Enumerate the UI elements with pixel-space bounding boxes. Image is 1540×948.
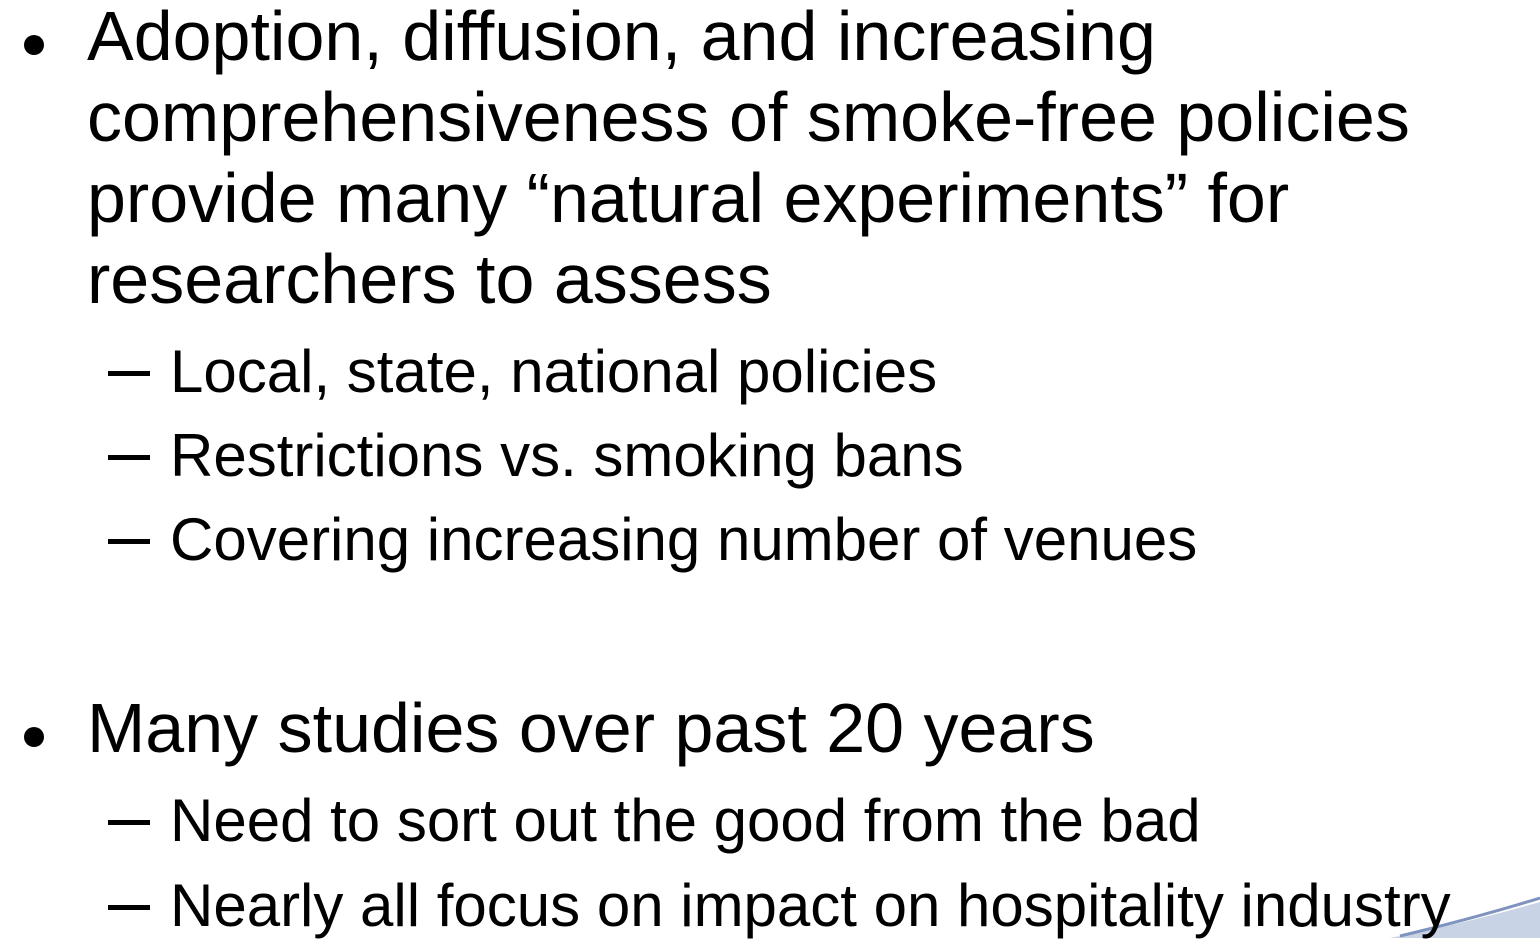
sub-bullet-text: Need to sort out the good from the bad [170,787,1201,854]
sub-dash [108,820,150,825]
bullet-text: Many studies over past 20 years [87,689,1095,767]
sub-dash [108,371,150,376]
bullet-dot [24,727,44,747]
corner-line [1399,896,1540,938]
sub-bullet-text: Restrictions vs. smoking bans [170,422,964,489]
bullet-dot [24,35,44,55]
sub-bullet-text: Covering increasing number of venues [170,506,1198,573]
bullet-text: Adoption, diffusion, and increasing comp… [87,0,1410,318]
sub-dash [108,455,150,460]
corner-swoosh [1390,902,1540,938]
sub-dash [108,905,150,910]
sub-bullet-text: Local, state, national policies [170,338,938,405]
sub-dash [108,539,150,544]
sub-bullet-text: Nearly all focus on impact on hospitalit… [170,872,1451,939]
